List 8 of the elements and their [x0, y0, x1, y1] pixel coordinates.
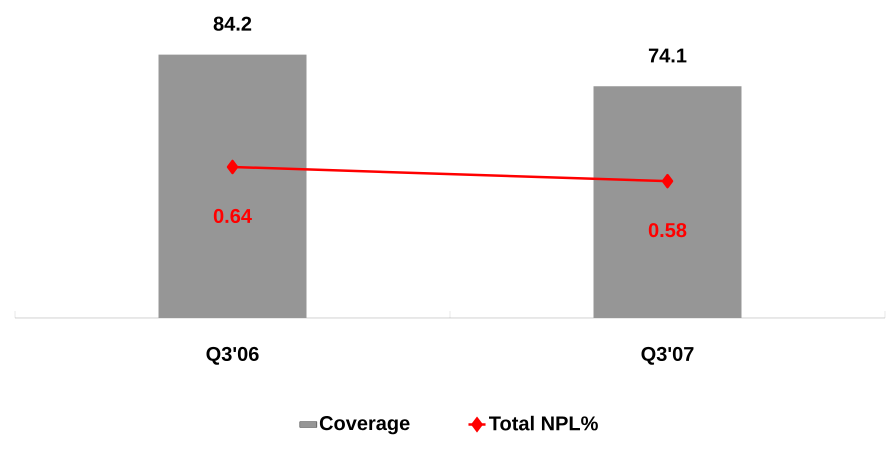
legend-label: Coverage	[320, 416, 410, 434]
data-label: 74.1	[648, 48, 686, 62]
data-label: 0.58	[648, 223, 686, 238]
legend-label: Total NPL%	[489, 416, 598, 430]
data-label: 84.2	[214, 16, 252, 31]
x-tick-label: Q3'07	[641, 346, 694, 365]
data-label: 0.64	[214, 208, 252, 224]
x-tick-label: Q3'06	[206, 346, 259, 365]
